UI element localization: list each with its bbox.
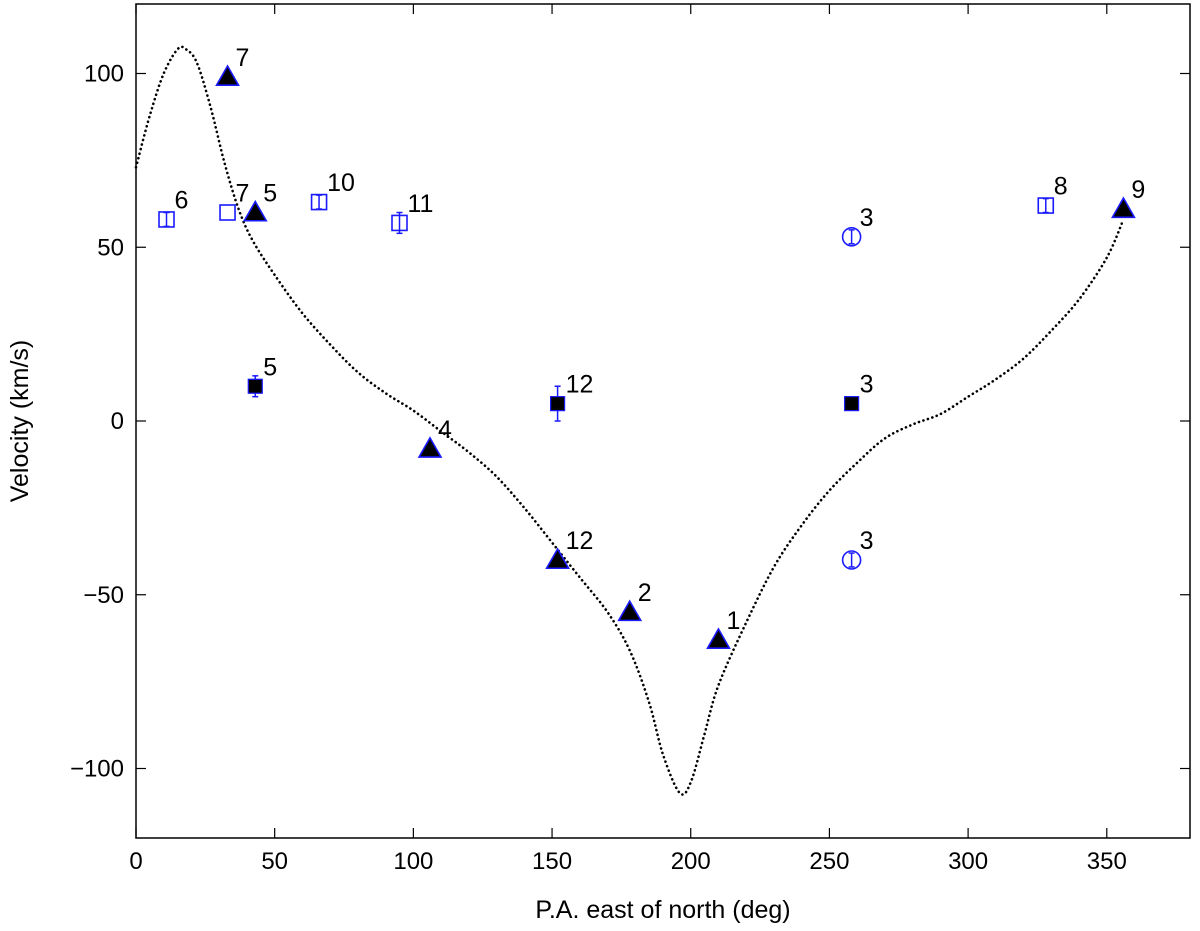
- point-label: 5: [263, 180, 277, 208]
- filled-square-marker: [549, 396, 566, 412]
- point-label: 12: [566, 527, 594, 555]
- y-tick-label: 100: [84, 61, 124, 88]
- open-square-marker: [158, 211, 175, 228]
- x-tick-label: 300: [948, 848, 988, 875]
- x-tick-label: 100: [393, 848, 433, 875]
- point-label: 10: [327, 169, 355, 197]
- point-label: 9: [1131, 176, 1145, 204]
- triangle-marker: [545, 547, 570, 570]
- y-axis-title: Velocity (km/s): [6, 340, 34, 503]
- triangle-marker: [706, 627, 731, 649]
- x-tick-label: 200: [671, 848, 711, 875]
- axis-ticks: 0 50 100 150 200 250 300 350 −100 −50 0 50 100: [70, 4, 1190, 875]
- filled-square-marker: [844, 396, 860, 412]
- triangle-marker: [215, 64, 240, 87]
- data-markers: [158, 64, 1136, 649]
- x-tick-label: 0: [129, 848, 142, 875]
- point-label: 8: [1054, 173, 1068, 201]
- open-circle-marker: [841, 550, 862, 570]
- point-label: 7: [236, 180, 250, 208]
- point-label: 3: [860, 527, 874, 555]
- y-tick-label: −50: [83, 582, 124, 609]
- point-label: 4: [438, 416, 452, 444]
- point-label: 7: [236, 44, 250, 72]
- point-label: 3: [860, 204, 874, 232]
- open-square-marker: [391, 214, 408, 232]
- triangle-marker: [1111, 196, 1136, 219]
- open-square-marker: [310, 193, 328, 211]
- point-label: 2: [638, 579, 652, 607]
- triangle-marker: [617, 599, 643, 622]
- point-label: 3: [860, 371, 874, 399]
- y-tick-label: 0: [111, 408, 124, 435]
- x-tick-label: 250: [809, 848, 849, 875]
- x-tick-label: 150: [532, 848, 572, 875]
- filled-square-marker: [247, 378, 263, 394]
- point-label: 12: [566, 371, 594, 399]
- point-label: 5: [263, 353, 277, 381]
- y-tick-label: 50: [97, 234, 124, 261]
- open-square-marker: [219, 204, 236, 221]
- plot-frame: [135, 3, 1191, 839]
- point-label: 1: [726, 607, 740, 635]
- model-curve-line: [134, 45, 1125, 796]
- model-curve: [134, 45, 1125, 796]
- open-circle-marker: [841, 227, 862, 247]
- triangle-marker: [417, 436, 443, 458]
- x-tick-label: 350: [1087, 848, 1127, 875]
- x-tick-label: 50: [261, 848, 288, 875]
- y-tick-label: −100: [70, 756, 124, 783]
- point-label: 11: [408, 190, 434, 218]
- point-label: 6: [175, 186, 189, 214]
- triangle-marker: [242, 199, 268, 222]
- x-axis-title: P.A. east of north (deg): [535, 896, 790, 924]
- open-square-marker: [1037, 197, 1055, 214]
- error-bars: [163, 194, 1127, 568]
